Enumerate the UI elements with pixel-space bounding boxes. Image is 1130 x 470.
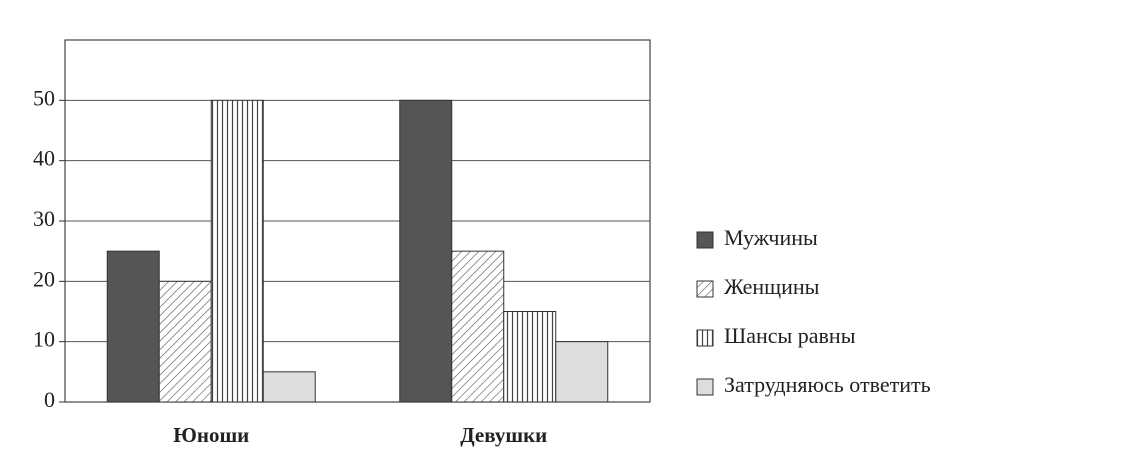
bar [555, 341, 609, 403]
bar [399, 99, 453, 403]
legend-swatch [696, 329, 714, 347]
y-tick-label: 40 [33, 146, 55, 171]
x-tick-label: Юноши [173, 423, 249, 447]
y-tick-label: 10 [33, 327, 55, 352]
bar [503, 311, 557, 403]
y-tick-label: 30 [33, 206, 55, 231]
bar [262, 371, 316, 403]
x-tick-label: Девушки [460, 423, 547, 447]
plot-frame [64, 39, 651, 403]
bar [158, 280, 212, 403]
y-tick-label: 20 [33, 266, 55, 291]
y-tick-label: 0 [44, 387, 55, 412]
legend-label: Затрудняюсь ответить [724, 372, 931, 397]
legend-label: Шансы равны [724, 323, 856, 348]
legend-label: Мужчины [724, 225, 818, 250]
bar [451, 250, 505, 403]
legend-swatch [696, 231, 714, 249]
bar [210, 99, 264, 403]
legend-label: Женщины [724, 274, 820, 299]
legend-swatch [696, 378, 714, 396]
legend-swatch [696, 280, 714, 298]
y-tick-label: 50 [33, 85, 55, 110]
bar [106, 250, 160, 403]
